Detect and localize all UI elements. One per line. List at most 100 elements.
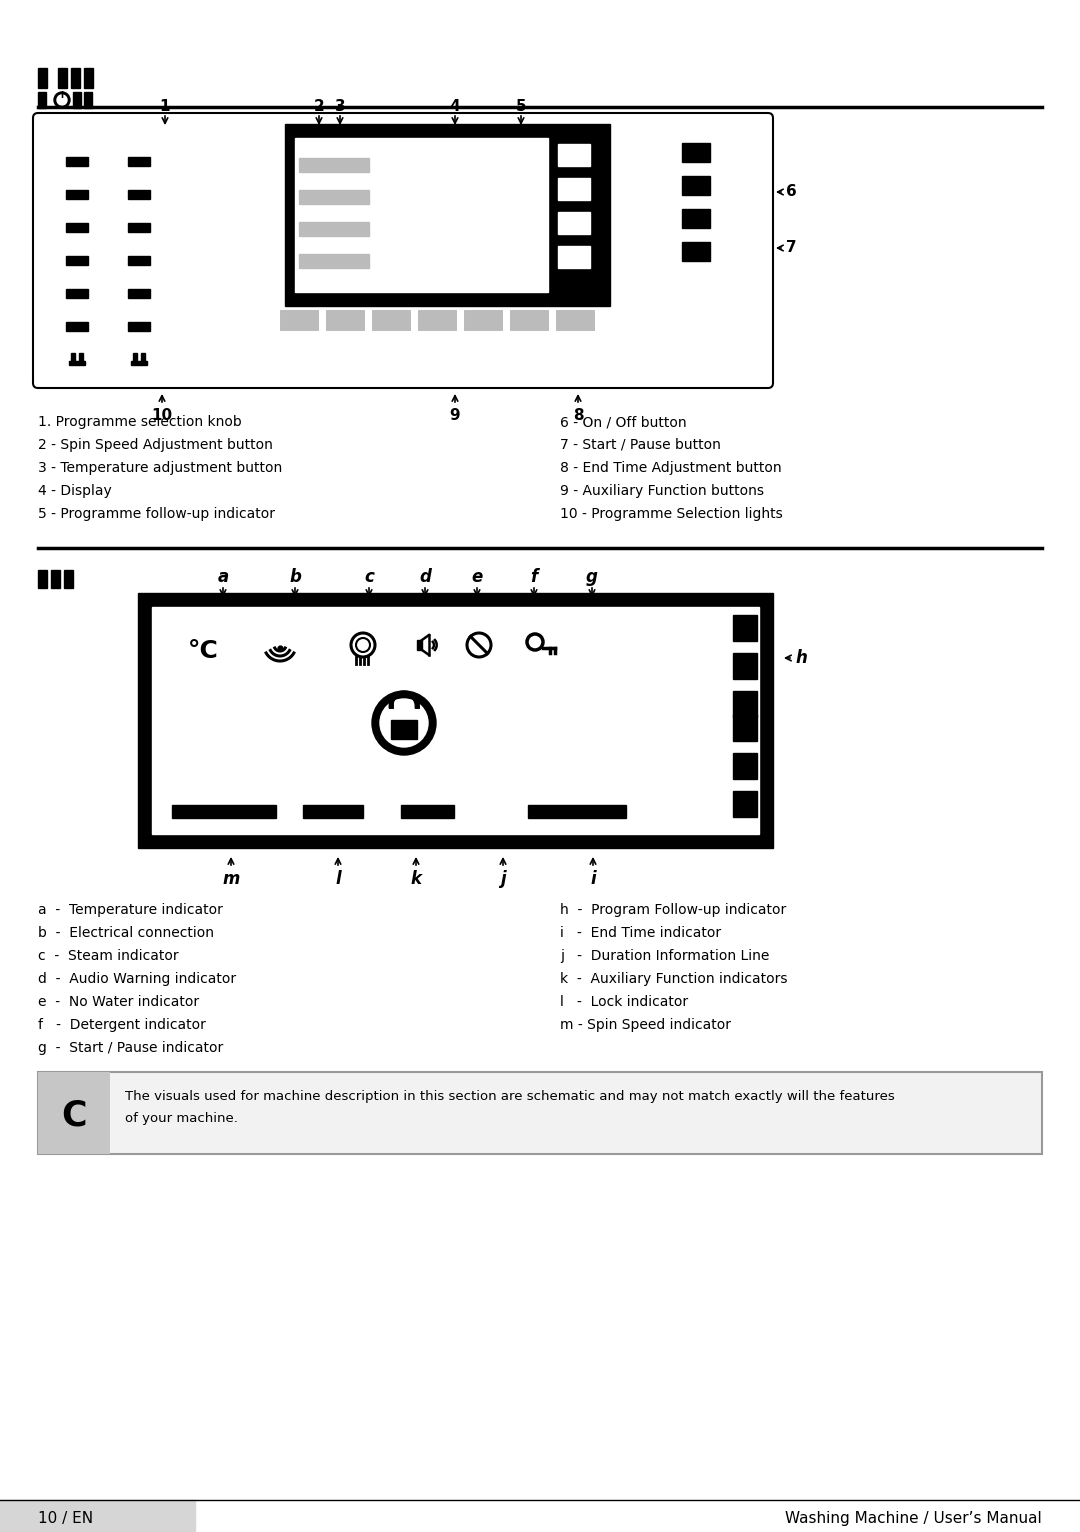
Text: j   -  Duration Information Line: j - Duration Information Line	[561, 948, 769, 964]
Text: 6 - On / Off button: 6 - On / Off button	[561, 415, 687, 429]
Bar	[681, 208, 710, 228]
Bar	[733, 653, 757, 679]
Bar	[69, 362, 85, 365]
Bar	[733, 754, 757, 778]
Bar	[401, 804, 454, 818]
Bar	[66, 322, 87, 331]
Text: 10 - Programme Selection lights: 10 - Programme Selection lights	[561, 507, 783, 521]
Bar	[131, 362, 147, 365]
Circle shape	[380, 699, 428, 748]
Bar	[733, 791, 757, 817]
Text: a  -  Temperature indicator: a - Temperature indicator	[38, 902, 222, 918]
Text: l: l	[335, 870, 341, 889]
Bar	[299, 222, 369, 236]
Text: 4: 4	[449, 100, 460, 113]
Text: d  -  Audio Warning indicator: d - Audio Warning indicator	[38, 971, 237, 987]
Bar	[38, 67, 48, 87]
Text: 6: 6	[786, 184, 797, 199]
Text: 5: 5	[515, 100, 526, 113]
Text: °C: °C	[188, 639, 218, 663]
Text: a: a	[217, 568, 229, 587]
Text: c: c	[364, 568, 374, 587]
Bar	[681, 242, 710, 260]
Bar	[129, 190, 150, 199]
Bar	[558, 211, 590, 234]
Text: 10 / EN: 10 / EN	[38, 1511, 93, 1526]
Bar	[303, 804, 363, 818]
Bar	[733, 715, 757, 741]
FancyBboxPatch shape	[33, 113, 773, 388]
Bar	[66, 224, 87, 231]
Bar	[66, 156, 87, 165]
Text: f: f	[530, 568, 538, 587]
Bar	[152, 607, 759, 833]
Bar	[129, 156, 150, 165]
Text: 7 - Start / Pause button: 7 - Start / Pause button	[561, 438, 720, 452]
Bar	[129, 290, 150, 299]
Bar	[299, 254, 369, 268]
Bar	[138, 593, 773, 849]
Bar	[280, 309, 318, 329]
Text: m - Spin Speed indicator: m - Spin Speed indicator	[561, 1017, 731, 1033]
Bar	[733, 691, 757, 717]
Text: m: m	[222, 870, 240, 889]
Bar	[129, 224, 150, 231]
Text: b  -  Electrical connection: b - Electrical connection	[38, 925, 214, 941]
Text: c  -  Steam indicator: c - Steam indicator	[38, 948, 178, 964]
Bar	[66, 290, 87, 299]
Bar	[733, 614, 757, 640]
Bar	[391, 720, 417, 738]
Text: h  -  Program Follow-up indicator: h - Program Follow-up indicator	[561, 902, 786, 918]
Bar	[464, 309, 502, 329]
Bar	[528, 804, 626, 818]
Text: 5 - Programme follow-up indicator: 5 - Programme follow-up indicator	[38, 507, 275, 521]
Bar	[681, 176, 710, 195]
Bar	[38, 570, 48, 588]
Text: 9: 9	[449, 408, 460, 423]
Bar	[556, 309, 594, 329]
Text: k  -  Auxiliary Function indicators: k - Auxiliary Function indicators	[561, 971, 787, 987]
Text: 3 - Temperature adjustment button: 3 - Temperature adjustment button	[38, 461, 282, 475]
Text: l   -  Lock indicator: l - Lock indicator	[561, 994, 688, 1010]
Bar	[418, 309, 456, 329]
Text: i: i	[60, 92, 64, 101]
Text: 1. Programme selection knob: 1. Programme selection knob	[38, 415, 242, 429]
Text: i: i	[590, 870, 596, 889]
Text: h: h	[795, 650, 807, 666]
Polygon shape	[417, 640, 422, 650]
Bar	[66, 256, 87, 265]
Text: 1: 1	[160, 100, 171, 113]
Bar	[285, 124, 610, 306]
Bar	[73, 92, 81, 107]
Bar	[299, 158, 369, 172]
Bar	[0, 1500, 195, 1532]
Bar	[64, 570, 73, 588]
Bar	[326, 309, 364, 329]
Bar	[58, 67, 67, 87]
Circle shape	[372, 691, 436, 755]
Text: g  -  Start / Pause indicator: g - Start / Pause indicator	[38, 1042, 224, 1056]
Bar	[38, 1072, 110, 1154]
Bar	[71, 352, 75, 362]
Text: 3: 3	[335, 100, 346, 113]
Bar	[295, 138, 548, 293]
Circle shape	[54, 92, 70, 107]
Text: k: k	[410, 870, 421, 889]
Bar	[558, 144, 590, 165]
Text: i   -  End Time indicator: i - End Time indicator	[561, 925, 721, 941]
Bar	[51, 570, 60, 588]
Text: g: g	[586, 568, 598, 587]
Text: b: b	[289, 568, 301, 587]
Bar	[79, 352, 83, 362]
Text: e  -  No Water indicator: e - No Water indicator	[38, 994, 199, 1010]
Text: 8: 8	[572, 408, 583, 423]
Text: 9 - Auxiliary Function buttons: 9 - Auxiliary Function buttons	[561, 484, 764, 498]
Bar	[66, 190, 87, 199]
Text: C: C	[62, 1098, 86, 1132]
Text: 10: 10	[151, 408, 173, 423]
Text: 4 - Display: 4 - Display	[38, 484, 111, 498]
Text: 8 - End Time Adjustment button: 8 - End Time Adjustment button	[561, 461, 782, 475]
Bar	[558, 178, 590, 201]
Text: e: e	[471, 568, 483, 587]
Text: d: d	[419, 568, 431, 587]
